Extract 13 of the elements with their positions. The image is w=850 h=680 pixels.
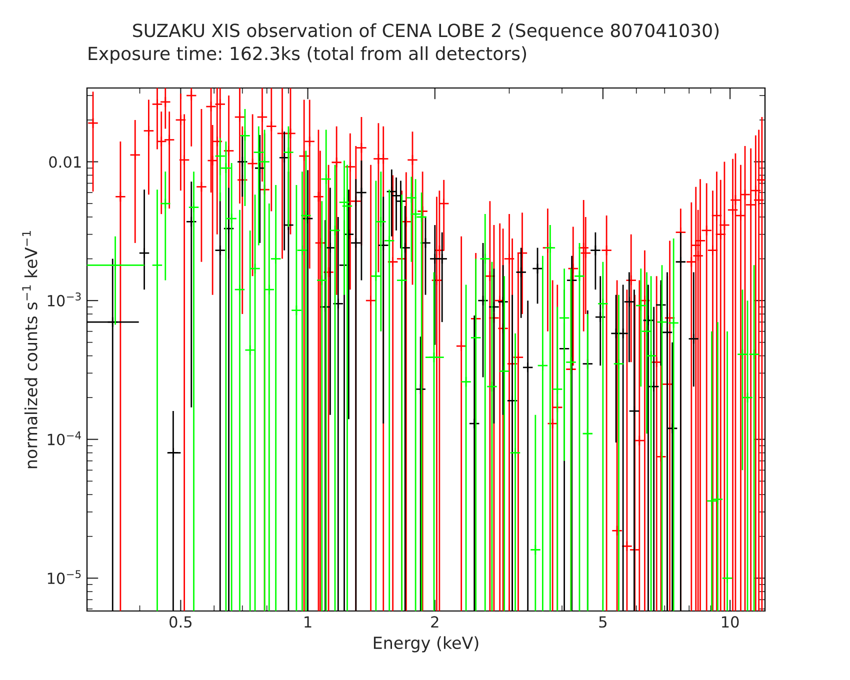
y-tick-label: 10$^{−5}$ bbox=[48, 570, 81, 584]
y-tick-label: 10$^{−3}$ bbox=[48, 292, 81, 306]
chart-subtitle: Exposure time: 162.3ks (total from all detectors) bbox=[88, 46, 526, 64]
y-tick-label: 10$^{−4}$ bbox=[48, 431, 81, 446]
y-axis-title: normalized counts s$^{−1}$ keV$^{−1}$ bbox=[22, 230, 38, 468]
x-tick-label: 2 bbox=[431, 616, 438, 628]
x-tick-label: 0.5 bbox=[170, 616, 192, 628]
chart-title: SUZAKU XIS observation of CENA LOBE 2 (Sequence 807041030) bbox=[133, 23, 719, 41]
x-tick-label: 10 bbox=[722, 616, 739, 628]
x-axis-title: Energy (keV) bbox=[374, 636, 478, 652]
y-tick-label: 0.01 bbox=[49, 156, 81, 168]
x-tick-label: 1 bbox=[304, 616, 312, 628]
x-tick-label: 5 bbox=[599, 616, 606, 628]
